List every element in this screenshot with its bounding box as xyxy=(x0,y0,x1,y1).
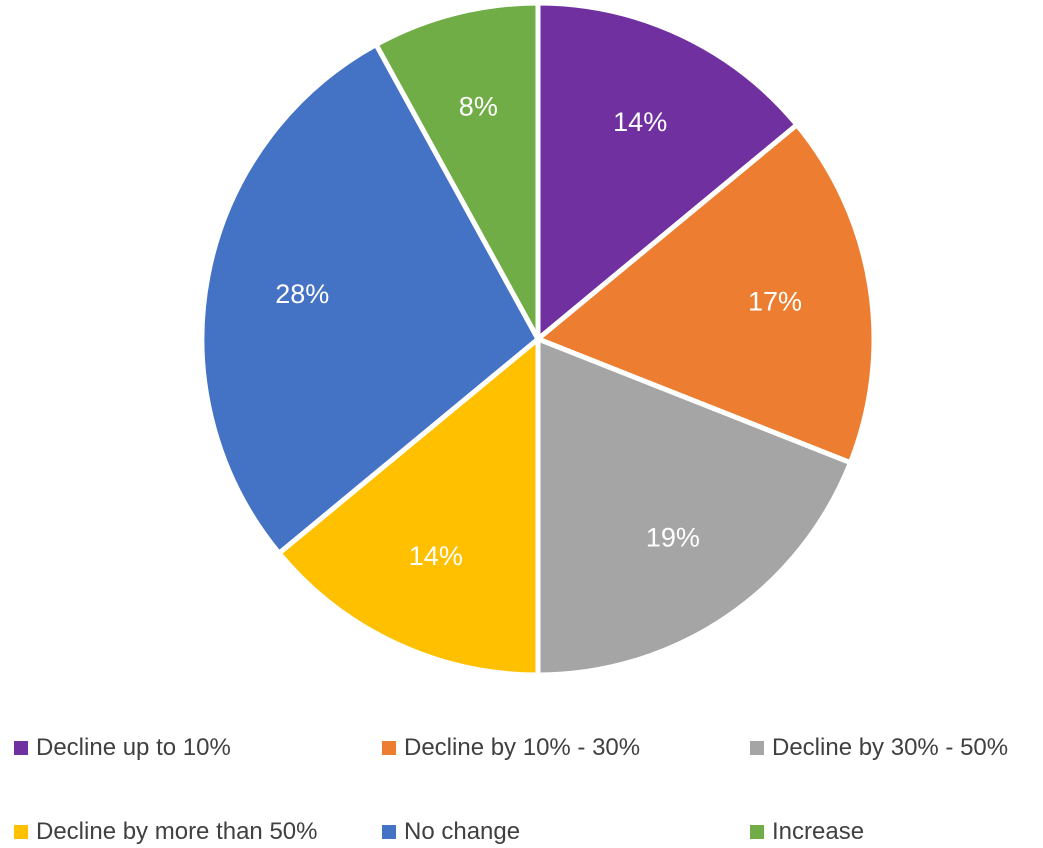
pie-slice xyxy=(535,0,800,342)
legend-label: Decline by more than 50% xyxy=(36,818,318,845)
pie-slice xyxy=(535,336,853,678)
legend-item-no-change: No change xyxy=(382,812,520,848)
legend-label: Increase xyxy=(772,818,865,845)
slice-data-label: 19% xyxy=(646,522,700,552)
legend: Decline up to 10% Decline by 10% - 30% D… xyxy=(0,700,1043,848)
legend-item-decline-10-30: Decline by 10% - 30% xyxy=(382,728,640,768)
legend-item-decline-30-50: Decline by 30% - 50% xyxy=(750,728,1008,768)
slice-data-label: 17% xyxy=(748,286,802,316)
legend-label: Decline up to 10% xyxy=(36,734,231,761)
pie-slice xyxy=(373,0,541,342)
pie-slice xyxy=(199,42,541,556)
legend-swatch xyxy=(750,741,764,755)
legend-swatch xyxy=(14,741,28,755)
legend-swatch xyxy=(750,825,764,839)
slice-data-label: 8% xyxy=(459,92,498,122)
legend-swatch xyxy=(14,825,28,839)
legend-swatch xyxy=(382,741,396,755)
legend-label: Decline by 10% - 30% xyxy=(404,734,641,761)
pie-slice xyxy=(535,122,877,466)
legend-label: No change xyxy=(404,818,521,845)
pie-plot-area: 14% 17% 19% 14% 28% 8% xyxy=(199,0,877,678)
pie-slice xyxy=(276,336,541,678)
legend-item-decline-more-than-50: Decline by more than 50% xyxy=(14,812,317,848)
slice-data-label: 14% xyxy=(613,107,667,137)
legend-swatch xyxy=(382,825,396,839)
slice-data-label: 28% xyxy=(275,279,329,309)
slice-data-label: 14% xyxy=(409,541,463,571)
legend-label: Decline by 30% - 50% xyxy=(772,734,1009,761)
legend-item-decline-up-to-10: Decline up to 10% xyxy=(14,728,231,768)
legend-item-increase: Increase xyxy=(750,812,864,848)
